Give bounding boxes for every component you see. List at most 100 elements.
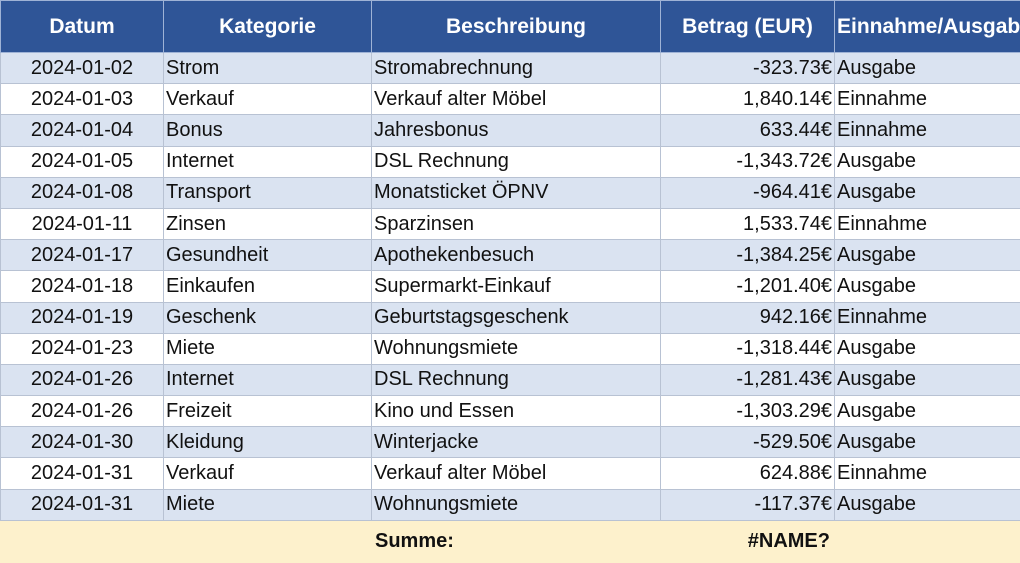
cell-typ[interactable]: Ausgabe bbox=[834, 395, 1020, 428]
cell-typ[interactable]: Ausgabe bbox=[834, 51, 1020, 85]
cell-beschreibung[interactable]: Winterjacke bbox=[371, 426, 661, 459]
cell-beschreibung[interactable]: Sparzinsen bbox=[371, 207, 661, 241]
cell-kategorie[interactable]: Miete bbox=[163, 488, 372, 521]
cell-kategorie[interactable]: Miete bbox=[163, 332, 372, 365]
cell-datum[interactable]: 2024-01-26 bbox=[0, 395, 164, 428]
cell-betrag[interactable]: -964.41€ bbox=[660, 176, 835, 209]
cell-datum[interactable]: 2024-01-08 bbox=[0, 176, 164, 209]
table-row: 2024-01-31 Verkauf Verkauf alter Möbel 624.… bbox=[0, 457, 1020, 490]
cell-typ[interactable]: Ausgabe bbox=[834, 270, 1020, 303]
summary-empty-cell[interactable] bbox=[0, 519, 164, 563]
cell-beschreibung[interactable]: Wohnungsmiete bbox=[371, 488, 661, 521]
cell-kategorie[interactable]: Verkauf bbox=[163, 457, 372, 490]
cell-beschreibung[interactable]: Verkauf alter Möbel bbox=[371, 83, 661, 116]
cell-betrag[interactable]: -1,303.29€ bbox=[660, 395, 835, 428]
cell-datum[interactable]: 2024-01-11 bbox=[0, 207, 164, 241]
cell-typ[interactable]: Einnahme bbox=[834, 457, 1020, 490]
cell-typ[interactable]: Ausgabe bbox=[834, 332, 1020, 365]
cell-typ[interactable]: Ausgabe bbox=[834, 488, 1020, 521]
table-row: 2024-01-18 Einkaufen Supermarkt-Einkauf -1,… bbox=[0, 270, 1020, 303]
cell-typ[interactable]: Einnahme bbox=[834, 207, 1020, 241]
header-cell-datum[interactable]: Datum bbox=[0, 0, 164, 53]
cell-datum[interactable]: 2024-01-19 bbox=[0, 301, 164, 334]
table-row: 2024-01-26 Internet DSL Rechnung -1,281.43€… bbox=[0, 363, 1020, 397]
cell-betrag[interactable]: 1,840.14€ bbox=[660, 83, 835, 116]
cell-beschreibung[interactable]: Jahresbonus bbox=[371, 114, 661, 147]
cell-betrag[interactable]: -1,201.40€ bbox=[660, 270, 835, 303]
cell-datum[interactable]: 2024-01-18 bbox=[0, 270, 164, 303]
header-cell-typ[interactable]: Einnahme/Ausgabe bbox=[834, 0, 1020, 53]
cell-datum[interactable]: 2024-01-31 bbox=[0, 488, 164, 521]
cell-beschreibung[interactable]: DSL Rechnung bbox=[371, 363, 661, 397]
cell-typ[interactable]: Einnahme bbox=[834, 83, 1020, 116]
table-row: 2024-01-31 Miete Wohnungsmiete -117.37€ Ausg… bbox=[0, 488, 1020, 521]
cell-betrag[interactable]: -323.73€ bbox=[660, 51, 835, 85]
table-row: 2024-01-26 Freizeit Kino und Essen -1,303.2… bbox=[0, 395, 1020, 428]
cell-datum[interactable]: 2024-01-05 bbox=[0, 145, 164, 178]
summary-empty-cell[interactable] bbox=[163, 519, 372, 563]
cell-datum[interactable]: 2024-01-04 bbox=[0, 114, 164, 147]
cell-kategorie[interactable]: Einkaufen bbox=[163, 270, 372, 303]
cell-datum[interactable]: 2024-01-31 bbox=[0, 457, 164, 490]
table-row: 2024-01-03 Verkauf Verkauf alter Möbel 1,84… bbox=[0, 83, 1020, 116]
cell-beschreibung[interactable]: Wohnungsmiete bbox=[371, 332, 661, 365]
cell-kategorie[interactable]: Internet bbox=[163, 145, 372, 178]
table-row: 2024-01-04 Bonus Jahresbonus 633.44€ Einnahm… bbox=[0, 114, 1020, 147]
cell-betrag[interactable]: -1,343.72€ bbox=[660, 145, 835, 178]
cell-kategorie[interactable]: Transport bbox=[163, 176, 372, 209]
cell-kategorie[interactable]: Gesundheit bbox=[163, 239, 372, 272]
cell-beschreibung[interactable]: Supermarkt-Einkauf bbox=[371, 270, 661, 303]
header-cell-beschreibung[interactable]: Beschreibung bbox=[371, 0, 661, 53]
cell-betrag[interactable]: -529.50€ bbox=[660, 426, 835, 459]
cell-beschreibung[interactable]: Geburtstagsgeschenk bbox=[371, 301, 661, 334]
cell-typ[interactable]: Ausgabe bbox=[834, 363, 1020, 397]
cell-datum[interactable]: 2024-01-26 bbox=[0, 363, 164, 397]
table-row: 2024-01-30 Kleidung Winterjacke -529.50€ Aus… bbox=[0, 426, 1020, 459]
summary-empty-cell[interactable] bbox=[834, 519, 1020, 563]
cell-kategorie[interactable]: Geschenk bbox=[163, 301, 372, 334]
cell-datum[interactable]: 2024-01-03 bbox=[0, 83, 164, 116]
cell-kategorie[interactable]: Strom bbox=[163, 51, 372, 85]
cell-typ[interactable]: Ausgabe bbox=[834, 239, 1020, 272]
cell-kategorie[interactable]: Kleidung bbox=[163, 426, 372, 459]
cell-beschreibung[interactable]: Apothekenbesuch bbox=[371, 239, 661, 272]
cell-datum[interactable]: 2024-01-17 bbox=[0, 239, 164, 272]
cell-datum[interactable]: 2024-01-23 bbox=[0, 332, 164, 365]
table-row: 2024-01-08 Transport Monatsticket ÖPNV -964… bbox=[0, 176, 1020, 209]
cell-beschreibung[interactable]: DSL Rechnung bbox=[371, 145, 661, 178]
header-cell-betrag[interactable]: Betrag (EUR) bbox=[660, 0, 835, 53]
cell-beschreibung[interactable]: Stromabrechnung bbox=[371, 51, 661, 85]
cell-typ[interactable]: Ausgabe bbox=[834, 176, 1020, 209]
cell-betrag[interactable]: 1,533.74€ bbox=[660, 207, 835, 241]
header-cell-kategorie[interactable]: Kategorie bbox=[163, 0, 372, 53]
cell-typ[interactable]: Ausgabe bbox=[834, 145, 1020, 178]
cell-beschreibung[interactable]: Verkauf alter Möbel bbox=[371, 457, 661, 490]
cell-typ[interactable]: Einnahme bbox=[834, 301, 1020, 334]
cell-betrag[interactable]: -1,281.43€ bbox=[660, 363, 835, 397]
cell-betrag[interactable]: 942.16€ bbox=[660, 301, 835, 334]
summary-row: Summe: #NAME? bbox=[0, 519, 1020, 563]
cell-typ[interactable]: Ausgabe bbox=[834, 426, 1020, 459]
table-row: 2024-01-17 Gesundheit Apothekenbesuch -1,38… bbox=[0, 239, 1020, 272]
summary-label[interactable]: Summe: bbox=[371, 519, 661, 563]
cell-kategorie[interactable]: Verkauf bbox=[163, 83, 372, 116]
summary-value[interactable]: #NAME? bbox=[660, 519, 835, 563]
cell-betrag[interactable]: -1,384.25€ bbox=[660, 239, 835, 272]
cell-beschreibung[interactable]: Monatsticket ÖPNV bbox=[371, 176, 661, 209]
cell-kategorie[interactable]: Internet bbox=[163, 363, 372, 397]
cell-kategorie[interactable]: Bonus bbox=[163, 114, 372, 147]
table-row: 2024-01-05 Internet DSL Rechnung -1,343.72€… bbox=[0, 145, 1020, 178]
cell-kategorie[interactable]: Zinsen bbox=[163, 207, 372, 241]
cell-beschreibung[interactable]: Kino und Essen bbox=[371, 395, 661, 428]
cell-datum[interactable]: 2024-01-30 bbox=[0, 426, 164, 459]
cell-datum[interactable]: 2024-01-02 bbox=[0, 51, 164, 85]
cell-betrag[interactable]: -1,318.44€ bbox=[660, 332, 835, 365]
cell-betrag[interactable]: 633.44€ bbox=[660, 114, 835, 147]
table-row: 2024-01-19 Geschenk Geburtstagsgeschenk 942… bbox=[0, 301, 1020, 334]
cell-betrag[interactable]: -117.37€ bbox=[660, 488, 835, 521]
cell-betrag[interactable]: 624.88€ bbox=[660, 457, 835, 490]
cell-kategorie[interactable]: Freizeit bbox=[163, 395, 372, 428]
table-body: 2024-01-02 Strom Stromabrechnung -323.73€ Au… bbox=[0, 51, 1020, 521]
cell-typ[interactable]: Einnahme bbox=[834, 114, 1020, 147]
